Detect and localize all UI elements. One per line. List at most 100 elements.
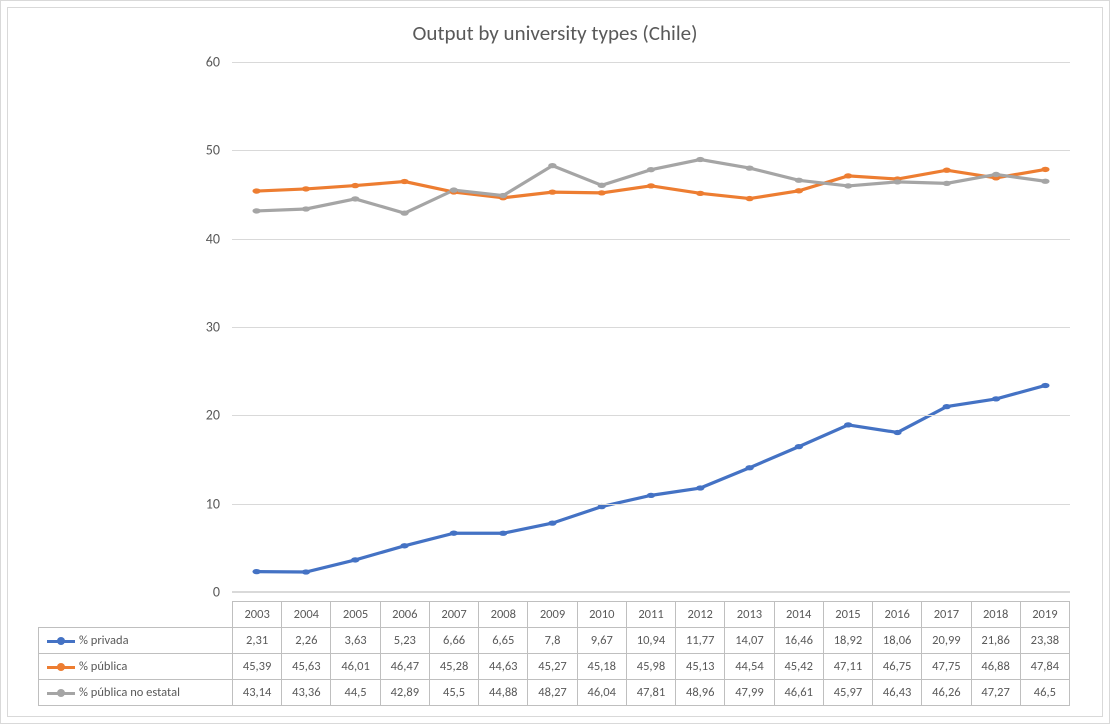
- value-cell: 11,77: [676, 628, 725, 654]
- series-marker: [893, 430, 901, 435]
- grid-line: [232, 239, 1070, 240]
- value-cell: 44,5: [331, 680, 380, 706]
- series-marker: [696, 157, 704, 162]
- grid-line: [232, 62, 1070, 63]
- table-blank-header: [39, 602, 233, 628]
- year-header: 2010: [577, 602, 626, 628]
- series-marker: [696, 191, 704, 196]
- series-marker: [548, 163, 556, 168]
- y-tick-label: 60: [180, 54, 220, 71]
- value-cell: 47,84: [1020, 654, 1069, 680]
- plot-area: [232, 62, 1070, 592]
- year-header: 2006: [380, 602, 429, 628]
- series-marker: [696, 485, 704, 490]
- y-tick-label: 20: [180, 407, 220, 424]
- value-cell: 46,43: [873, 680, 922, 706]
- series-marker: [598, 504, 606, 509]
- value-cell: 45,42: [774, 654, 823, 680]
- legend-swatch: [47, 666, 75, 669]
- y-axis: 0102030405060: [178, 62, 228, 592]
- series-marker: [893, 179, 901, 184]
- value-cell: 47,11: [823, 654, 872, 680]
- series-marker: [1041, 167, 1049, 172]
- series-marker: [943, 404, 951, 409]
- value-cell: 45,18: [577, 654, 626, 680]
- value-cell: 46,75: [873, 654, 922, 680]
- series-marker: [1041, 179, 1049, 184]
- series-marker: [1041, 383, 1049, 388]
- series-marker: [400, 543, 408, 548]
- value-cell: 45,98: [626, 654, 675, 680]
- y-tick-label: 30: [180, 319, 220, 336]
- grid-line: [232, 150, 1070, 151]
- legend-cell: % pública: [39, 654, 233, 680]
- value-cell: 45,39: [233, 654, 282, 680]
- value-cell: 23,38: [1020, 628, 1069, 654]
- value-cell: 18,92: [823, 628, 872, 654]
- chart-inner: Output by university types (Chile) 01020…: [7, 7, 1103, 717]
- value-cell: 46,04: [577, 680, 626, 706]
- series-marker: [745, 465, 753, 470]
- value-cell: 2,31: [233, 628, 282, 654]
- series-marker: [647, 167, 655, 172]
- year-header: 2018: [971, 602, 1020, 628]
- year-header: 2013: [725, 602, 774, 628]
- series-marker: [351, 557, 359, 562]
- y-tick-label: 50: [180, 142, 220, 159]
- value-cell: 46,47: [380, 654, 429, 680]
- series-marker: [400, 179, 408, 184]
- legend-label: % privada: [79, 633, 129, 648]
- year-header: 2005: [331, 602, 380, 628]
- value-cell: 45,63: [282, 654, 331, 680]
- year-header: 2012: [676, 602, 725, 628]
- value-cell: 46,01: [331, 654, 380, 680]
- year-header: 2011: [626, 602, 675, 628]
- series-marker: [548, 520, 556, 525]
- series-marker: [745, 196, 753, 201]
- series-marker: [647, 493, 655, 498]
- value-cell: 45,97: [823, 680, 872, 706]
- value-cell: 44,63: [479, 654, 528, 680]
- series-marker: [844, 173, 852, 178]
- grid-line: [232, 592, 1070, 593]
- grid-line: [232, 415, 1070, 416]
- value-cell: 45,13: [676, 654, 725, 680]
- series-marker: [351, 183, 359, 188]
- table-row: % privada2,312,263,635,236,666,657,89,67…: [39, 628, 1070, 654]
- value-cell: 43,14: [233, 680, 282, 706]
- value-cell: 18,06: [873, 628, 922, 654]
- legend-swatch: [47, 640, 75, 643]
- series-marker: [450, 531, 458, 536]
- series-line: [257, 385, 1046, 572]
- legend-swatch: [47, 692, 75, 695]
- legend-cell: % privada: [39, 628, 233, 654]
- year-header: 2015: [823, 602, 872, 628]
- series-marker: [499, 193, 507, 198]
- series-marker: [252, 188, 260, 193]
- series-marker: [992, 172, 1000, 177]
- series-marker: [795, 444, 803, 449]
- year-header: 2008: [479, 602, 528, 628]
- series-marker: [252, 208, 260, 213]
- series-marker: [992, 396, 1000, 401]
- series-marker: [943, 181, 951, 186]
- value-cell: 45,28: [429, 654, 478, 680]
- grid-line: [232, 327, 1070, 328]
- value-cell: 47,99: [725, 680, 774, 706]
- series-marker: [943, 168, 951, 173]
- series-marker: [647, 183, 655, 188]
- value-cell: 47,27: [971, 680, 1020, 706]
- value-cell: 16,46: [774, 628, 823, 654]
- value-cell: 7,8: [528, 628, 577, 654]
- value-cell: 47,75: [922, 654, 971, 680]
- value-cell: 48,96: [676, 680, 725, 706]
- value-cell: 14,07: [725, 628, 774, 654]
- year-header: 2003: [233, 602, 282, 628]
- series-marker: [302, 186, 310, 191]
- chart-title: Output by university types (Chile): [8, 8, 1102, 52]
- value-cell: 21,86: [971, 628, 1020, 654]
- year-header: 2017: [922, 602, 971, 628]
- value-cell: 46,88: [971, 654, 1020, 680]
- year-header: 2009: [528, 602, 577, 628]
- value-cell: 46,5: [1020, 680, 1069, 706]
